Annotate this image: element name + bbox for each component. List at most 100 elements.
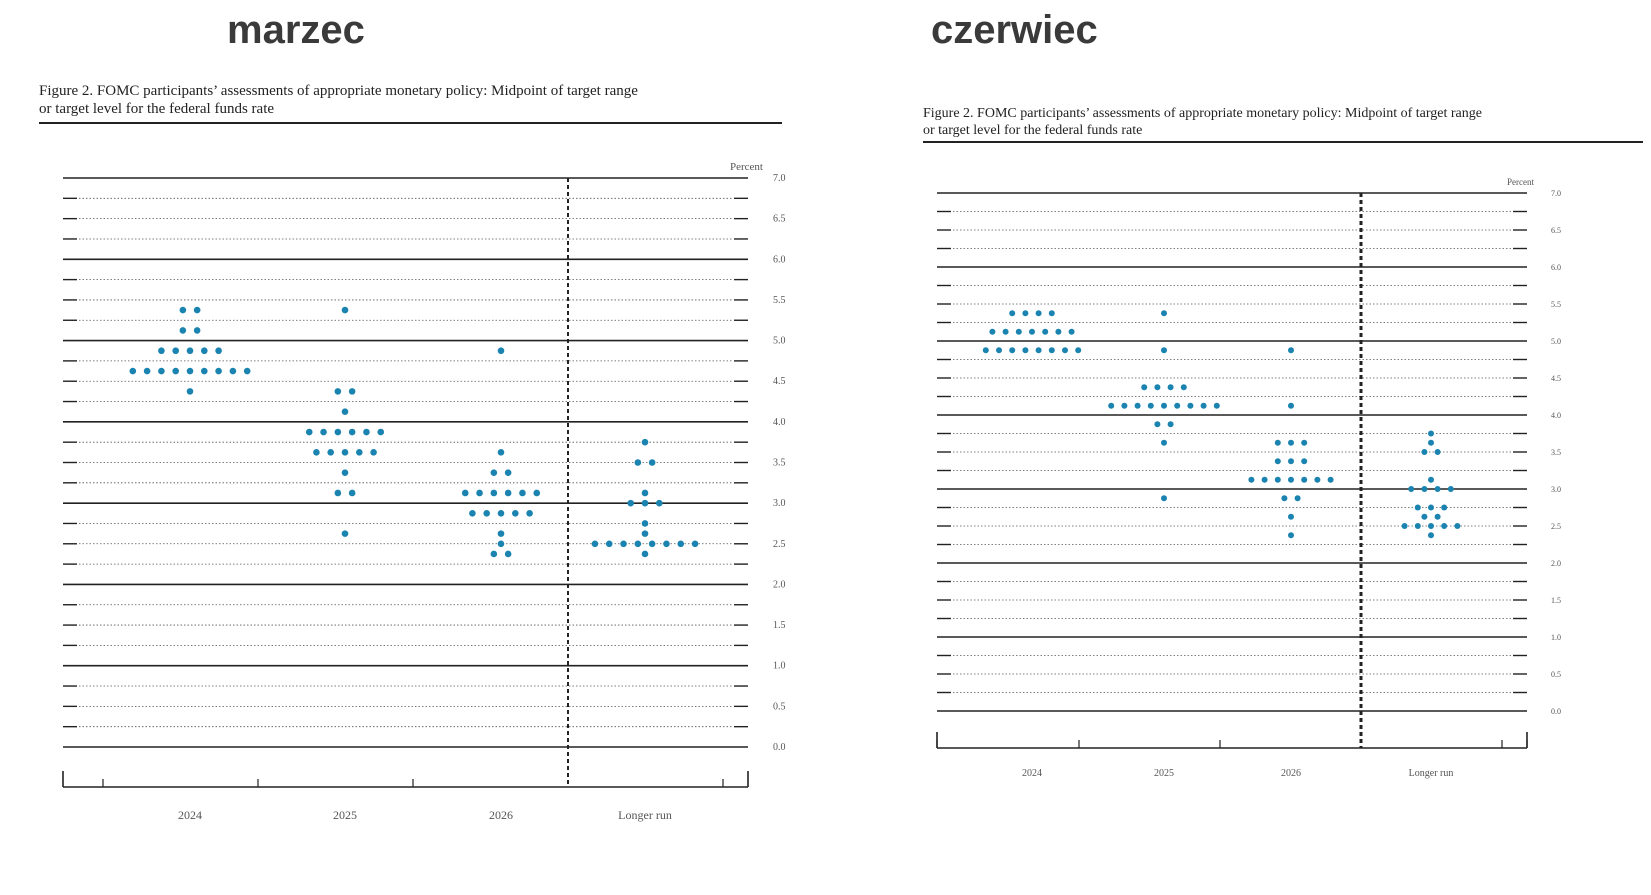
projection-dot: [497, 540, 505, 548]
projection-dot: [348, 489, 356, 497]
projection-dot: [469, 510, 476, 517]
figure-title-line: or target level for the federal funds ra…: [39, 101, 274, 117]
projection-dot: [172, 347, 179, 355]
y-tick-label: 1.5: [773, 620, 786, 631]
projection-dot: [1141, 384, 1148, 391]
projection-dot: [193, 306, 201, 314]
projection-dot: [1434, 449, 1441, 455]
projection-dot: [1108, 402, 1115, 409]
projection-dot: [1161, 439, 1167, 446]
projection-dot: [620, 540, 627, 548]
projection-dot: [691, 540, 699, 548]
projection-dot: [186, 347, 194, 355]
x-category-label: 2025: [1154, 768, 1174, 779]
projection-dot: [519, 489, 526, 497]
y-tick-label: 6.0: [773, 254, 786, 265]
projection-dot: [1288, 476, 1294, 483]
projection-dot: [641, 438, 649, 446]
projection-dot: [1062, 347, 1068, 354]
projection-dot: [356, 449, 363, 456]
projection-dot: [348, 428, 356, 436]
projection-dot: [1428, 439, 1434, 446]
y-tick-label: 2.0: [1551, 559, 1561, 568]
projection-dot: [1421, 449, 1428, 455]
projection-dot: [1154, 384, 1161, 391]
projection-dot: [483, 510, 491, 517]
y-tick-label: 6.5: [1551, 226, 1561, 235]
y-tick-label: 1.0: [1551, 633, 1561, 642]
projection-dot: [370, 449, 377, 456]
projection-dot: [341, 469, 349, 476]
y-tick-label: 7.0: [1551, 189, 1561, 198]
projection-dot: [648, 540, 656, 548]
y-tick-label: 1.0: [773, 661, 786, 672]
projection-dot: [989, 328, 996, 335]
y-tick-label: 5.0: [773, 336, 786, 347]
projection-dot: [1428, 523, 1434, 529]
projection-dot: [1288, 513, 1294, 520]
projection-dot: [186, 388, 194, 395]
projection-dot: [533, 489, 541, 497]
projection-dot: [461, 489, 469, 497]
projection-dot: [1288, 347, 1294, 354]
projection-dot: [641, 499, 649, 507]
projection-dot: [490, 469, 498, 476]
y-tick-label: 0.0: [1551, 707, 1561, 716]
projection-dot: [1048, 310, 1055, 317]
projection-dot: [1167, 384, 1174, 391]
projection-dot: [1261, 476, 1268, 483]
x-category-label: 2024: [178, 808, 202, 822]
projection-dot: [1301, 439, 1308, 446]
projection-dot: [1428, 532, 1434, 539]
projection-dot: [641, 530, 649, 537]
projection-dot: [1294, 495, 1301, 502]
dot-plot-march: Figure 2. FOMC participants’ assessments…: [39, 83, 786, 822]
y-tick-label: 3.5: [773, 458, 786, 469]
projection-dot: [1187, 402, 1194, 409]
projection-dot: [1434, 513, 1441, 520]
projection-dot: [243, 367, 251, 375]
figure-title-line: Figure 2. FOMC participants’ assessments…: [923, 106, 1482, 121]
y-tick-label: 3.0: [1551, 485, 1561, 494]
y-tick-label: 5.5: [1551, 300, 1561, 309]
projection-dot: [497, 530, 505, 537]
projection-dot: [1200, 402, 1207, 409]
x-category-label: 2026: [1281, 768, 1301, 779]
y-tick-label: 2.5: [1551, 522, 1561, 531]
projection-dot: [1441, 523, 1448, 529]
projection-dot: [1421, 513, 1428, 520]
projection-dot: [143, 367, 151, 375]
projection-dot: [641, 550, 649, 558]
y-axis-label: Percent: [730, 161, 763, 173]
projection-dot: [215, 347, 222, 355]
projection-dot: [158, 367, 165, 375]
projection-dot: [677, 540, 685, 548]
projection-dot: [982, 347, 989, 354]
projection-dot: [1428, 476, 1434, 483]
x-category-label: 2026: [489, 808, 513, 822]
projection-dot: [1434, 486, 1441, 492]
projection-dot: [1274, 439, 1281, 446]
projection-dot: [1301, 458, 1308, 465]
y-tick-label: 6.5: [773, 214, 786, 225]
projection-dot: [1147, 402, 1154, 409]
projection-dot: [1035, 347, 1042, 354]
projection-dot: [996, 347, 1002, 354]
projection-dot: [1174, 402, 1181, 409]
projection-dot: [1288, 458, 1294, 465]
projection-dot: [1161, 402, 1167, 409]
projection-dot: [1029, 328, 1035, 335]
projection-dot: [1022, 310, 1029, 317]
y-tick-label: 3.5: [1551, 448, 1561, 457]
y-tick-label: 6.0: [1551, 263, 1561, 272]
projection-dot: [641, 489, 649, 497]
projection-dot: [504, 489, 512, 497]
projection-dot: [1327, 476, 1334, 483]
projection-dot: [334, 489, 342, 497]
figure-title-line: Figure 2. FOMC participants’ assessments…: [39, 83, 638, 99]
x-category-label: Longer run: [618, 808, 672, 822]
projection-dot: [320, 428, 327, 436]
y-tick-label: 5.5: [773, 295, 786, 306]
y-tick-label: 2.0: [773, 579, 786, 590]
x-category-label: 2025: [333, 808, 357, 822]
